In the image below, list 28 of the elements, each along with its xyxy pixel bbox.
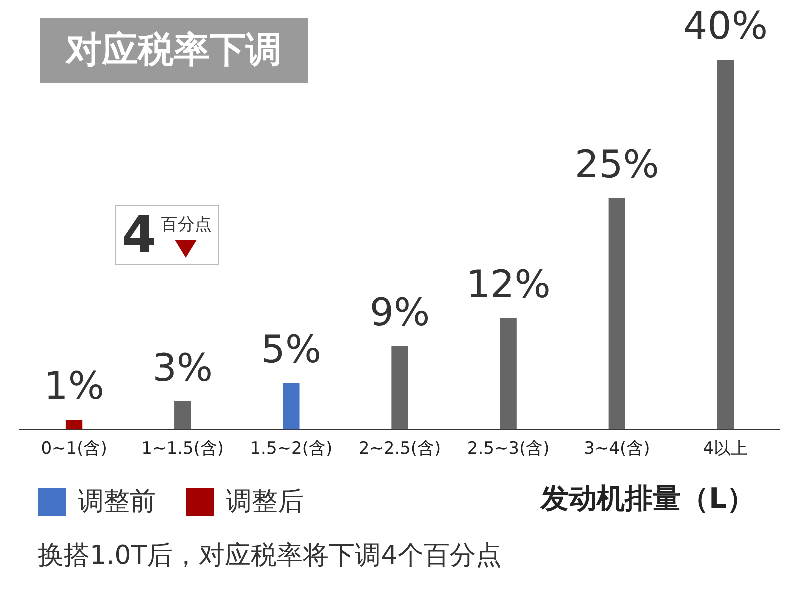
annotation: 百分点 bbox=[160, 214, 212, 236]
bar bbox=[174, 402, 192, 430]
bar bbox=[608, 198, 626, 430]
data-label: 25% bbox=[574, 142, 660, 186]
bar bbox=[500, 318, 517, 430]
x-tick-label: 3~4(含) bbox=[584, 439, 650, 460]
data-label: 5% bbox=[261, 327, 322, 372]
data-label: 9% bbox=[370, 290, 430, 334]
x-tick-label: 1.5~2(含) bbox=[250, 439, 333, 460]
data-label: 12% bbox=[466, 262, 551, 307]
bar bbox=[717, 60, 734, 430]
data-label: 3% bbox=[152, 346, 214, 390]
chart-title: 对应税率下调 bbox=[40, 18, 308, 83]
data-label: 40% bbox=[683, 4, 768, 48]
legend-label: 调整后 bbox=[226, 486, 304, 519]
x-tick-label: 2.5~3(含) bbox=[467, 439, 550, 460]
bar bbox=[66, 420, 83, 430]
x-tick-label: 4以上 bbox=[703, 439, 748, 460]
bar bbox=[283, 383, 300, 430]
x-axis-title: 发动机排量（L） bbox=[541, 481, 755, 517]
x-tick-label: 1~1.5(含) bbox=[142, 439, 224, 460]
bar bbox=[392, 346, 408, 430]
annotation: 4 bbox=[122, 206, 157, 264]
x-tick-label: 2~2.5(含) bbox=[358, 439, 442, 460]
text: 换搭1.0T后，对应税率将下调4个百分点 bbox=[38, 540, 502, 573]
x-tick-label: 0~1(含) bbox=[41, 439, 108, 460]
legend-label: 调整前 bbox=[78, 486, 156, 519]
data-label: 1% bbox=[44, 364, 104, 408]
